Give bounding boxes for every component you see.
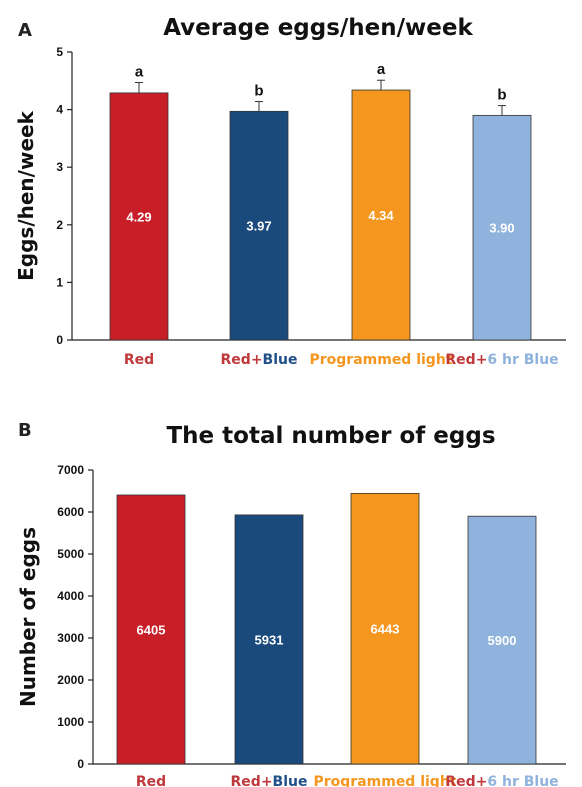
x-category-label: Red+6 hr Blue — [445, 352, 558, 368]
y-tick-label: 2 — [56, 218, 63, 232]
bar-value-label: 5900 — [488, 633, 517, 648]
category-label-part: Programmed light — [313, 774, 456, 787]
bar-value-label: 3.90 — [489, 221, 514, 236]
x-category-label: Programmed light — [313, 774, 456, 787]
significance-letter: b — [497, 87, 506, 104]
bar-value-label: 4.29 — [126, 209, 151, 224]
category-label-part: Red — [445, 774, 475, 787]
significance-letter: a — [135, 64, 144, 81]
y-tick-label: 0 — [77, 757, 84, 771]
bar — [109, 92, 169, 341]
bar — [350, 492, 420, 765]
category-label-part: Blue — [273, 774, 308, 787]
bar-value-label: 3.97 — [246, 219, 271, 234]
category-label-part: 6 hr Blue — [487, 352, 558, 368]
chart-panel-a: A Average eggs/hen/week Eggs/hen/week 0 1 2 3 4… — [14, 15, 566, 368]
bar-value-label: 6443 — [371, 622, 400, 637]
category-label-part: + — [476, 352, 488, 368]
bar-value-label: 6405 — [137, 622, 166, 637]
bar — [472, 114, 532, 341]
y-tick-label: 4000 — [57, 589, 84, 603]
significance-letter: b — [254, 83, 263, 100]
category-label-part: Red — [136, 774, 166, 787]
category-label-part: Red — [221, 352, 251, 368]
bar — [229, 110, 289, 341]
y-tick-label: 3000 — [57, 631, 84, 645]
category-label-part: + — [251, 352, 263, 368]
category-label-part: + — [476, 774, 488, 787]
bar — [467, 515, 537, 765]
category-label-part: Programmed light — [309, 352, 452, 368]
category-label-part: Red — [231, 774, 261, 787]
category-label-part: Red — [445, 352, 475, 368]
y-tick-label: 5000 — [57, 547, 84, 561]
y-axis-label: Eggs/hen/week — [14, 110, 38, 280]
y-tick-label: 7000 — [57, 463, 84, 477]
bar — [234, 514, 304, 765]
bar-value-label: 4.34 — [368, 208, 394, 223]
category-label-part: Red — [124, 352, 154, 368]
y-tick-label: 2000 — [57, 673, 84, 687]
y-tick-label: 5 — [56, 45, 63, 59]
category-label-part: Blue — [263, 352, 298, 368]
panel-letter: B — [18, 420, 32, 441]
significance-letter: a — [377, 61, 386, 78]
bar-value-label: 5931 — [255, 632, 284, 647]
y-tick-label: 3 — [56, 160, 63, 174]
bar — [116, 494, 186, 765]
x-category-label: Red — [124, 352, 154, 368]
panel-letter: A — [18, 20, 32, 41]
y-tick-label: 6000 — [57, 505, 84, 519]
x-category-label: Red+6 hr Blue — [445, 774, 558, 787]
x-category-label: Red+Blue — [231, 774, 308, 787]
y-tick-label: 0 — [56, 333, 63, 347]
y-tick-label: 1 — [56, 275, 63, 289]
x-category-label: Red+Blue — [221, 352, 298, 368]
y-axis-label: Number of eggs — [16, 527, 40, 707]
chart-title: The total number of eggs — [166, 423, 495, 449]
y-tick-label: 1000 — [57, 715, 84, 729]
x-category-label: Programmed light — [309, 352, 452, 368]
category-label-part: + — [261, 774, 273, 787]
y-tick-label: 4 — [56, 103, 63, 117]
x-category-label: Red — [136, 774, 166, 787]
category-label-part: 6 hr Blue — [487, 774, 558, 787]
chart-panel-b: B The total number of eggs Number of eggs 0… — [16, 420, 566, 787]
chart-title: Average eggs/hen/week — [163, 15, 473, 41]
